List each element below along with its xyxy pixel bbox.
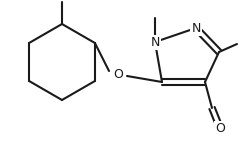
Text: O: O: [215, 122, 225, 134]
Text: O: O: [113, 67, 123, 81]
Text: N: N: [150, 36, 160, 49]
Text: N: N: [191, 21, 201, 35]
